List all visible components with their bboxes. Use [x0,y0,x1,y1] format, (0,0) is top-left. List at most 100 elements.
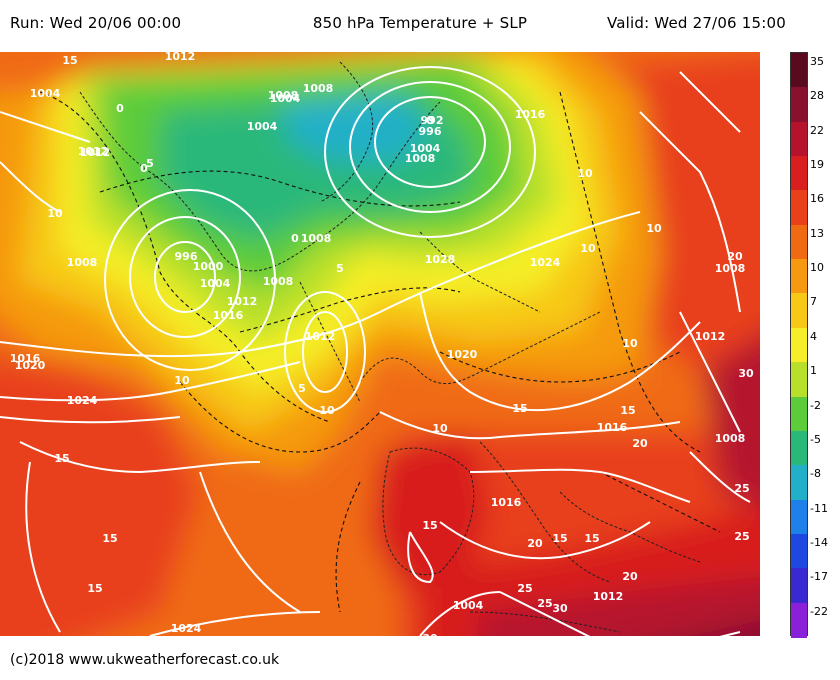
valid-time-label: Valid: Wed 27/06 15:00 [606,14,786,32]
scale-color-step [791,499,807,535]
isobar-label: 1016 [515,108,546,121]
temperature-label: 20 [527,537,543,550]
isobar-label: 1004 [200,277,231,290]
isobar-label: 1012 [227,295,258,308]
scale-color-step [791,430,807,466]
temperature-label: 10 [580,242,596,255]
isobar-label: 1016 [10,352,41,365]
temperature-label: 15 [552,532,567,545]
scale-tick-label: 4 [810,329,817,343]
temperature-label: 10 [622,337,638,350]
scale-color-step [791,327,807,363]
isobar-label: 1008 [268,89,299,102]
temperature-scale-bar [790,52,808,638]
temperature-label: 20 [632,437,648,450]
temperature-label: 0 [140,162,148,175]
temperature-label: 15 [87,582,102,595]
isobar-label: 1020 [447,348,478,361]
temperature-label: 25 [734,530,749,543]
isobar-label: 1024 [530,256,561,269]
scale-tick-label: 16 [810,192,824,206]
temperature-label: 5 [146,157,154,170]
temperature-label: 0 [291,232,299,245]
isobar-label: 1020 [15,359,46,372]
temperature-label: 15 [512,402,527,415]
scale-color-step [791,190,807,226]
scale-color-step [791,602,807,638]
scale-color-step [791,533,807,569]
coastlines [79,61,701,633]
temperature-label: 10 [646,222,662,235]
temperature-labels: 1500010550101510510151520253015201015152… [47,54,754,636]
isobar-label: 1008 [715,262,746,275]
isobar-label: 1024 [67,394,98,407]
temperature-label: 25 [734,482,749,495]
isobar-label: 1024 [171,622,202,635]
temperature-label: 15 [62,54,77,67]
isobar-label: 1004 [453,599,484,612]
isobar-label: 1012 [80,146,111,159]
isobar-label: 1012 [305,330,336,343]
temperature-label: 15 [620,404,635,417]
isobar-label: 1004 [270,92,301,105]
isobar-label: 1028 [425,253,456,266]
isobar-label: 1004 [30,87,61,100]
isobar-label: 1008 [263,275,294,288]
scale-tick-label: 13 [810,226,824,240]
temperature-label: 15 [422,519,437,532]
isobar-label: 1004 [410,142,441,155]
temperature-label: 30 [422,632,438,636]
isobar-label: 1012 [593,590,624,603]
isobar-label: 1008 [715,432,746,445]
scale-color-step [791,121,807,157]
temperature-label: 0 [116,102,124,115]
temperature-label: 30 [738,367,754,380]
temperature-label: 20 [727,250,743,263]
temperature-label: 10 [432,422,448,435]
isobar-label: 1012 [695,330,726,343]
isobar-label: 1008 [301,232,332,245]
isobar-label: 1000 [193,260,224,273]
scale-color-step [791,293,807,329]
temperature-label: 25 [517,582,532,595]
scale-tick-label: 22 [810,123,824,137]
temperature-label: 25 [537,597,552,610]
scale-tick-label: -14 [810,535,828,549]
isobars [0,66,751,636]
forecast-map: 1012 1004 1008 1012 1004 1004 1008 992 996 1004 10… [0,52,760,636]
isobar-label: 996 [175,250,198,263]
scale-tick-label: -11 [810,501,828,515]
isobar-label: 1008 [405,152,436,165]
scale-tick-label: -5 [810,432,821,446]
temperature-label: 5 [336,262,344,275]
isobar-label: 996 [419,125,442,138]
scale-tick-label: 7 [810,295,817,309]
scale-tick-label: -22 [810,604,828,618]
scale-color-step [791,362,807,398]
isobar-label: 1008 [303,82,334,95]
scale-tick-label: 28 [810,89,824,103]
temperature-label: 15 [584,532,599,545]
scale-color-step [791,396,807,432]
temperature-label: 5 [298,382,306,395]
temperature-label: 0 [426,114,434,127]
chart-title: 850 hPa Temperature + SLP [312,14,528,32]
scale-tick-label: 35 [810,55,824,68]
temperature-label: 10 [319,404,335,417]
temperature-label: 30 [552,602,568,615]
scale-color-step [791,53,807,88]
isobar-label: 1016 [491,496,522,509]
isobar-label: 1008 [67,256,98,269]
isobar-label: 1004 [247,120,278,133]
scale-color-step [791,224,807,260]
scale-tick-label: -17 [810,570,828,584]
scale-color-step [791,87,807,123]
isobar-label: 1012 [78,145,109,158]
isobar-label: 1012 [165,52,196,63]
temperature-label: 10 [47,207,63,220]
temperature-label: 20 [622,570,638,583]
scale-color-step [791,156,807,192]
temperature-label: 15 [102,532,117,545]
temperature-field [0,52,760,636]
